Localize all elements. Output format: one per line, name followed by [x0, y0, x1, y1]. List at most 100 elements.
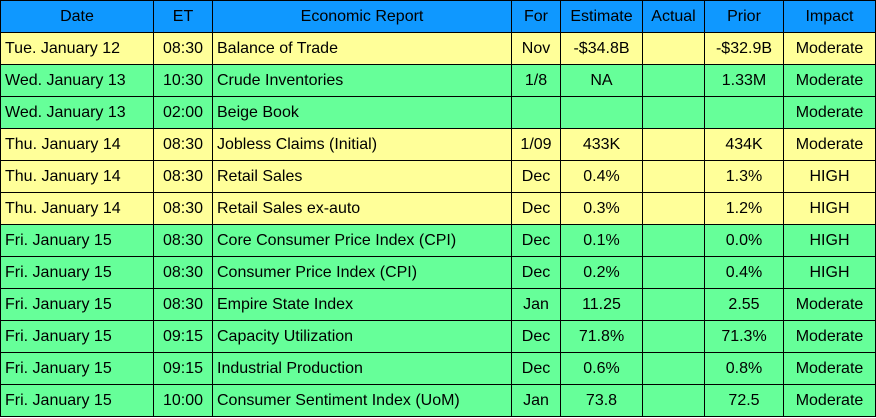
estimate-cell: 73.8: [560, 384, 643, 417]
table-row: Thu. January 14 08:30 Jobless Claims (Init…: [0, 128, 876, 161]
table-row: Fri. January 15 08:30 Core Consumer Price …: [0, 224, 876, 257]
impact-cell: Moderate: [783, 32, 876, 65]
estimate-cell: 11.25: [560, 288, 643, 321]
prior-cell: 0.4%: [704, 256, 784, 289]
prior-cell: 1.3%: [704, 160, 784, 193]
actual-cell: [642, 320, 705, 353]
report-cell: Consumer Sentiment Index (UoM): [212, 384, 512, 417]
table-row: Fri. January 15 10:00 Consumer Sentiment I…: [0, 384, 876, 417]
prior-cell: 2.55: [704, 288, 784, 321]
table-row: Fri. January 15 09:15 Capacity Utilization…: [0, 320, 876, 353]
date-cell: Thu. January 14: [0, 128, 154, 161]
column-header-prior: Prior: [704, 0, 784, 33]
prior-cell: 434K: [704, 128, 784, 161]
time-cell: 02:00: [153, 96, 213, 129]
period-cell: Dec: [511, 352, 561, 385]
column-header-for: For: [511, 0, 561, 33]
column-header-date: Date: [0, 0, 154, 33]
estimate-cell: 0.2%: [560, 256, 643, 289]
period-cell: 1/8: [511, 64, 561, 97]
column-header-et: ET: [153, 0, 213, 33]
table-row: Tue. January 12 08:30 Balance of Trade Nov -…: [0, 32, 876, 65]
impact-cell: Moderate: [783, 96, 876, 129]
table-row: Fri. January 15 08:30 Consumer Price Index…: [0, 256, 876, 289]
impact-cell: HIGH: [783, 192, 876, 225]
report-cell: Retail Sales: [212, 160, 512, 193]
prior-cell: 72.5: [704, 384, 784, 417]
estimate-cell: NA: [560, 64, 643, 97]
column-header-impact: Impact: [783, 0, 876, 33]
report-cell: Balance of Trade: [212, 32, 512, 65]
prior-cell: 71.3%: [704, 320, 784, 353]
impact-cell: Moderate: [783, 288, 876, 321]
time-cell: 08:30: [153, 128, 213, 161]
actual-cell: [642, 352, 705, 385]
report-cell: Capacity Utilization: [212, 320, 512, 353]
time-cell: 08:30: [153, 256, 213, 289]
actual-cell: [642, 256, 705, 289]
impact-cell: Moderate: [783, 128, 876, 161]
time-cell: 08:30: [153, 224, 213, 257]
time-cell: 09:15: [153, 320, 213, 353]
date-cell: Tue. January 12: [0, 32, 154, 65]
column-header-report: Economic Report: [212, 0, 512, 33]
time-cell: 08:30: [153, 192, 213, 225]
actual-cell: [642, 32, 705, 65]
time-cell: 10:00: [153, 384, 213, 417]
estimate-cell: [560, 96, 643, 129]
estimate-cell: -$34.8B: [560, 32, 643, 65]
date-cell: Fri. January 15: [0, 224, 154, 257]
period-cell: Dec: [511, 224, 561, 257]
actual-cell: [642, 128, 705, 161]
time-cell: 10:30: [153, 64, 213, 97]
table-body: Tue. January 12 08:30 Balance of Trade Nov -…: [0, 32, 876, 417]
table-row: Thu. January 14 08:30 Retail Sales Dec 0.4% 1…: [0, 160, 876, 193]
column-header-actual: Actual: [642, 0, 705, 33]
prior-cell: -$32.9B: [704, 32, 784, 65]
report-cell: Retail Sales ex-auto: [212, 192, 512, 225]
table-row: Thu. January 14 08:30 Retail Sales ex-auto…: [0, 192, 876, 225]
prior-cell: 1.33M: [704, 64, 784, 97]
estimate-cell: 0.4%: [560, 160, 643, 193]
report-cell: Empire State Index: [212, 288, 512, 321]
report-cell: Core Consumer Price Index (CPI): [212, 224, 512, 257]
prior-cell: 0.0%: [704, 224, 784, 257]
estimate-cell: 433K: [560, 128, 643, 161]
report-cell: Consumer Price Index (CPI): [212, 256, 512, 289]
date-cell: Thu. January 14: [0, 192, 154, 225]
table-row: Wed. January 13 02:00 Beige Book Moderate: [0, 96, 876, 129]
time-cell: 08:30: [153, 288, 213, 321]
estimate-cell: 71.8%: [560, 320, 643, 353]
actual-cell: [642, 288, 705, 321]
date-cell: Fri. January 15: [0, 288, 154, 321]
estimate-cell: 0.3%: [560, 192, 643, 225]
actual-cell: [642, 224, 705, 257]
actual-cell: [642, 384, 705, 417]
period-cell: Dec: [511, 192, 561, 225]
table-row: Fri. January 15 09:15 Industrial Productio…: [0, 352, 876, 385]
table-row: Fri. January 15 08:30 Empire State Index Ja…: [0, 288, 876, 321]
period-cell: [511, 96, 561, 129]
impact-cell: Moderate: [783, 320, 876, 353]
column-header-estimate: Estimate: [560, 0, 643, 33]
date-cell: Fri. January 15: [0, 384, 154, 417]
period-cell: Jan: [511, 384, 561, 417]
estimate-cell: 0.1%: [560, 224, 643, 257]
impact-cell: HIGH: [783, 160, 876, 193]
prior-cell: 0.8%: [704, 352, 784, 385]
time-cell: 08:30: [153, 160, 213, 193]
report-cell: Industrial Production: [212, 352, 512, 385]
period-cell: 1/09: [511, 128, 561, 161]
prior-cell: 1.2%: [704, 192, 784, 225]
impact-cell: Moderate: [783, 64, 876, 97]
period-cell: Dec: [511, 320, 561, 353]
time-cell: 08:30: [153, 32, 213, 65]
estimate-cell: 0.6%: [560, 352, 643, 385]
actual-cell: [642, 96, 705, 129]
report-cell: Jobless Claims (Initial): [212, 128, 512, 161]
actual-cell: [642, 64, 705, 97]
report-cell: Beige Book: [212, 96, 512, 129]
header-row: Date ET Economic Report For Estimate Act…: [0, 0, 876, 33]
impact-cell: HIGH: [783, 224, 876, 257]
